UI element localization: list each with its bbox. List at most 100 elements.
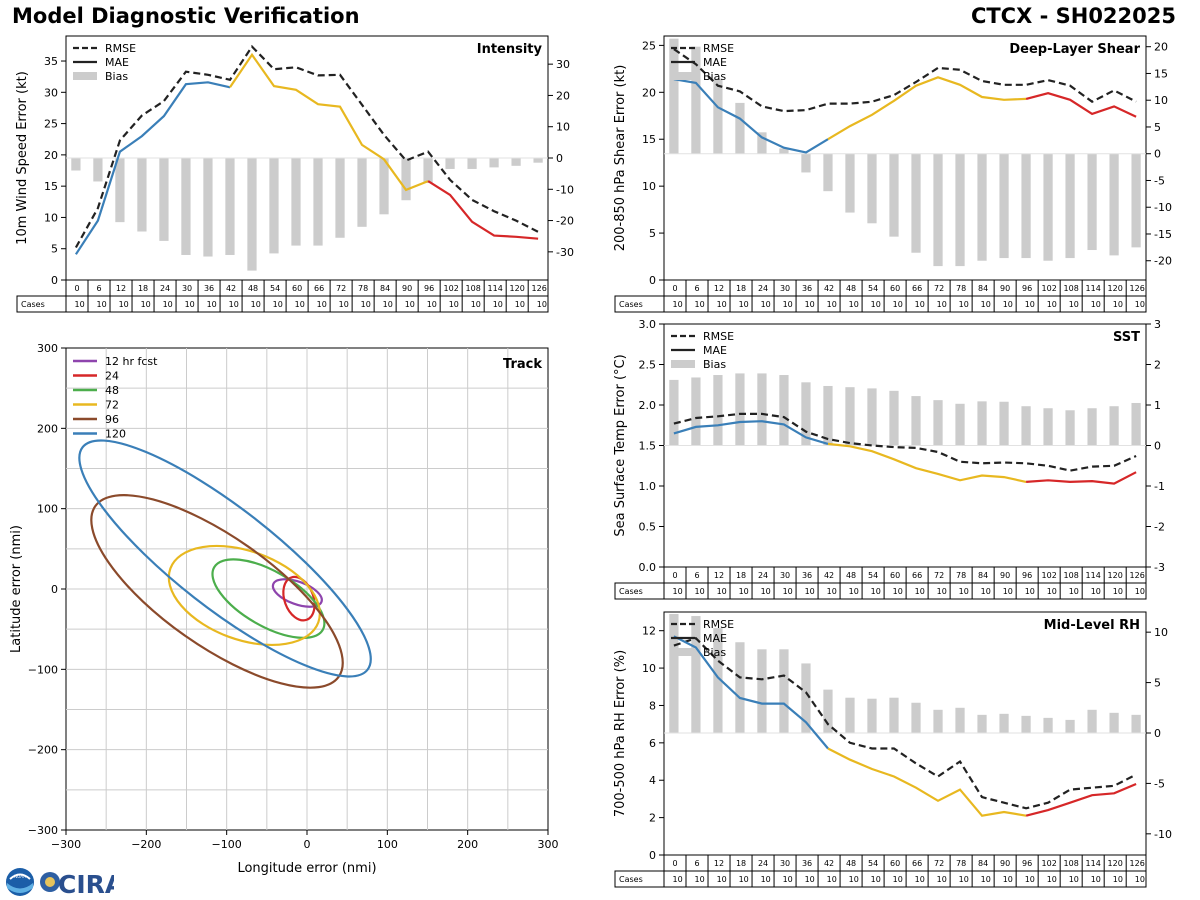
left-axis: 0 5 10 15 20 25 — [642, 39, 664, 287]
y-tick-label: 6 — [649, 737, 656, 750]
forecast-hour: 0 — [672, 284, 677, 293]
case-count: 10 — [1091, 300, 1101, 309]
case-count: 10 — [915, 875, 925, 884]
forecast-hour: 108 — [1064, 284, 1079, 293]
case-count: 10 — [1003, 875, 1013, 884]
legend-rmse-label: RMSE — [703, 42, 734, 55]
left-axis: 0.0 0.5 1.0 1.5 2.0 2.5 3.0 — [639, 318, 664, 574]
y-tick-label: 5 — [51, 243, 58, 256]
bias-bar — [1021, 153, 1031, 259]
forecast-hour: 12 — [714, 284, 724, 293]
bias-bar — [713, 375, 723, 446]
case-count: 10 — [937, 875, 947, 884]
cases-row — [614, 870, 1147, 888]
legend-mae-label: MAE — [703, 632, 727, 645]
forecast-hour: 96 — [1022, 571, 1032, 580]
legend-bias-swatch — [671, 648, 695, 656]
case-count: 10 — [739, 587, 749, 596]
legend-label: 24 — [105, 370, 119, 383]
case-count: 10 — [273, 300, 283, 309]
y2-tick-label: 0 — [1154, 727, 1161, 740]
case-count: 10 — [959, 300, 969, 309]
panel-title: Mid-Level RH — [1044, 618, 1140, 633]
forecast-hour: 126 — [532, 284, 547, 293]
bias-bar — [511, 158, 521, 166]
legend-mae-label: MAE — [703, 56, 727, 69]
mae-line-early — [673, 78, 829, 154]
case-count: 10 — [119, 300, 129, 309]
y-tick-label: 25 — [642, 39, 656, 52]
y2-tick-label: -10 — [556, 183, 574, 196]
legend-mae-label: MAE — [105, 56, 129, 69]
legend-bias-swatch — [671, 360, 695, 368]
panel-title: Deep-Layer Shear — [1009, 42, 1140, 57]
cases-row — [614, 582, 1147, 600]
y-tick-label: 2.0 — [639, 399, 657, 412]
forecast-hour: 96 — [1022, 859, 1032, 868]
y-tick-label: −300 — [28, 824, 58, 837]
cira-logo: CIRA — [40, 870, 114, 898]
x-tick-label: 100 — [377, 838, 398, 851]
bias-bar — [1065, 719, 1075, 733]
bias-bar — [115, 158, 125, 223]
forecast-hour: 12 — [116, 284, 126, 293]
forecast-hour: 6 — [96, 284, 101, 293]
bias-bar — [423, 158, 433, 184]
forecast-hour: 114 — [1086, 571, 1101, 580]
bias-bar — [845, 153, 855, 213]
case-count: 10 — [739, 300, 749, 309]
bias-bar — [999, 713, 1009, 733]
bias-bars — [669, 614, 1141, 733]
forecast-hour: 30 — [780, 571, 790, 580]
y-tick-label: 0.5 — [639, 521, 657, 534]
case-count: 10 — [849, 300, 859, 309]
y-tick-label: 35 — [44, 55, 58, 68]
y-tick-label: 15 — [44, 180, 58, 193]
bias-bar — [93, 158, 103, 182]
bias-bar — [779, 375, 789, 446]
bias-bar — [801, 663, 811, 733]
case-count: 10 — [981, 875, 991, 884]
bias-bar — [933, 153, 943, 267]
forecast-hour: 126 — [1130, 859, 1145, 868]
forecast-hour: 126 — [1130, 571, 1145, 580]
forecast-hour: 24 — [758, 859, 768, 868]
cases-row — [614, 295, 1147, 313]
forecast-hour: 6 — [694, 284, 699, 293]
case-count: 10 — [251, 300, 261, 309]
forecast-hour: 36 — [802, 571, 812, 580]
y-axis-label: 700-500 hPa RH Error (%) — [613, 650, 628, 817]
bias-bar — [867, 388, 877, 446]
case-count: 10 — [981, 587, 991, 596]
bias-bar — [1021, 406, 1031, 446]
forecast-hour: 36 — [802, 859, 812, 868]
y-tick-label: 0 — [51, 274, 58, 287]
y-tick-label: 4 — [649, 774, 656, 787]
forecast-hour: 36 — [802, 284, 812, 293]
case-count: 10 — [717, 875, 727, 884]
panel-title: Intensity — [477, 42, 543, 57]
bias-bar — [1109, 712, 1119, 733]
y2-tick-label: -20 — [1154, 255, 1172, 268]
bias-bar — [1065, 410, 1075, 446]
case-count: 10 — [427, 300, 437, 309]
case-count: 10 — [163, 300, 173, 309]
forecast-hour: 6 — [694, 571, 699, 580]
case-count: 10 — [1047, 875, 1057, 884]
case-count: 10 — [229, 300, 239, 309]
forecast-hour: 78 — [956, 571, 966, 580]
forecast-hour: 84 — [978, 859, 988, 868]
y2-tick-label: 5 — [1154, 121, 1161, 134]
bias-bar — [1021, 715, 1031, 733]
forecast-hour: 54 — [270, 284, 280, 293]
axes: −300 −200 −100 0 100 200 300 −300 −200 −100 0 100 20… — [28, 342, 559, 851]
y-tick-label: 12 — [642, 625, 656, 638]
case-count: 10 — [915, 587, 925, 596]
forecast-hour: 18 — [138, 284, 148, 293]
cases-label: Cases — [619, 875, 643, 884]
case-count: 10 — [783, 300, 793, 309]
forecast-hour: 42 — [824, 859, 834, 868]
case-count: 10 — [1069, 587, 1079, 596]
case-count: 10 — [827, 300, 837, 309]
cases-table: Cases 0 10 6 10 12 10 18 10 24 10 30 10 36 10 42 10 48 10 5… — [16, 279, 549, 313]
